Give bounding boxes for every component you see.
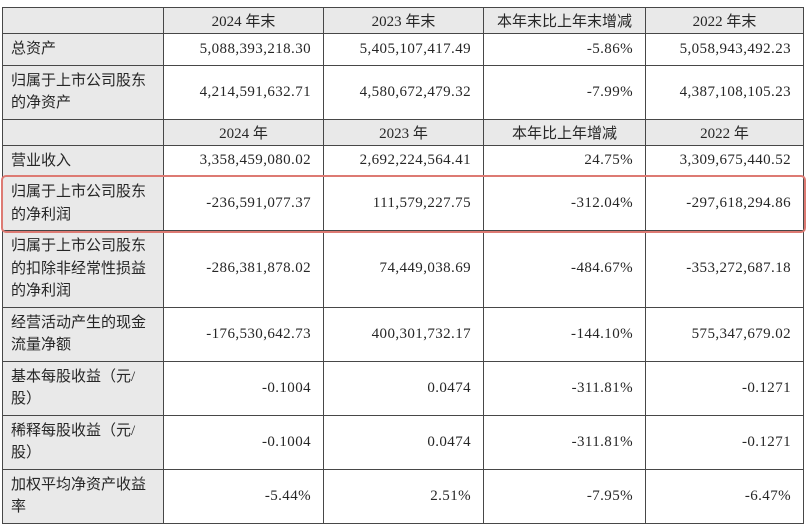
value-cell: -311.81% xyxy=(483,414,646,470)
value-cell: 5,058,943,492.23 xyxy=(645,33,804,66)
value-cell: 4,387,108,105.23 xyxy=(645,64,804,120)
header-cell-2024: 2024 年 xyxy=(163,118,324,146)
value-cell: -0.1271 xyxy=(645,360,804,416)
value-cell: -0.1004 xyxy=(163,360,324,416)
header-cell-empty xyxy=(2,7,164,34)
value-cell: -0.1271 xyxy=(645,414,804,470)
table-row-total-assets: 总资产 5,088,393,218.30 5,405,107,417.49 -5… xyxy=(2,33,804,66)
value-cell: 575,347,679.02 xyxy=(645,306,804,362)
value-cell: -7.95% xyxy=(483,468,646,524)
value-cell: 400,301,732.17 xyxy=(323,306,484,362)
financial-summary-table: 2024 年末 2023 年末 本年末比上年末增减 2022 年末 总资产 5,… xyxy=(2,7,804,524)
row-label: 加权平均净资产收益率 xyxy=(2,468,164,524)
table-row-net-profit: 归属于上市公司股东的净利润 -236,591,077.37 111,579,22… xyxy=(2,176,804,231)
value-cell: -353,272,687.18 xyxy=(645,230,804,308)
row-label: 稀释每股收益（元/股） xyxy=(2,414,164,470)
header-row-year-end: 2024 年末 2023 年末 本年末比上年末增减 2022 年末 xyxy=(2,7,804,34)
table-row-operating-cash-flow: 经营活动产生的现金流量净额 -176,530,642.73 400,301,73… xyxy=(2,306,804,362)
value-cell: 5,088,393,218.30 xyxy=(163,33,324,66)
value-cell: -6.47% xyxy=(645,468,804,524)
row-label: 归属于上市公司股东的净资产 xyxy=(2,64,164,120)
table-row-diluted-eps: 稀释每股收益（元/股） -0.1004 0.0474 -311.81% -0.1… xyxy=(2,414,804,470)
value-cell: -5.44% xyxy=(163,468,324,524)
value-cell: 5,405,107,417.49 xyxy=(323,33,484,66)
row-label: 基本每股收益（元/股） xyxy=(2,360,164,416)
row-label: 营业收入 xyxy=(2,144,164,177)
value-cell: 0.0474 xyxy=(323,360,484,416)
value-cell: 0.0474 xyxy=(323,414,484,470)
table-row-revenue: 营业收入 3,358,459,080.02 2,692,224,564.41 2… xyxy=(2,144,804,177)
table-row-weighted-avg-roe: 加权平均净资产收益率 -5.44% 2.51% -7.95% -6.47% xyxy=(2,468,804,524)
table-row-basic-eps: 基本每股收益（元/股） -0.1004 0.0474 -311.81% -0.1… xyxy=(2,360,804,416)
value-cell: 2,692,224,564.41 xyxy=(323,144,484,177)
value-cell: 3,309,675,440.52 xyxy=(645,144,804,177)
value-cell: 24.75% xyxy=(483,144,646,177)
value-cell: -286,381,878.02 xyxy=(163,230,324,308)
header-row-annual: 2024 年 2023 年 本年比上年增减 2022 年 xyxy=(2,118,804,146)
header-cell-2023-year-end: 2023 年末 xyxy=(323,7,484,34)
value-cell: -0.1004 xyxy=(163,414,324,470)
value-cell: 4,580,672,479.32 xyxy=(323,64,484,120)
header-cell-2022-year-end: 2022 年末 xyxy=(645,7,804,34)
value-cell: 4,214,591,632.71 xyxy=(163,64,324,120)
value-cell: -312.04% xyxy=(483,176,646,231)
value-cell: -484.67% xyxy=(483,230,646,308)
value-cell: -7.99% xyxy=(483,64,646,120)
header-cell-2023: 2023 年 xyxy=(323,118,484,146)
value-cell: 111,579,227.75 xyxy=(323,176,484,231)
row-label: 归属于上市公司股东的净利润 xyxy=(2,176,164,231)
header-cell-yoy-change-year-end: 本年末比上年末增减 xyxy=(483,7,646,34)
value-cell: 2.51% xyxy=(323,468,484,524)
value-cell: -297,618,294.86 xyxy=(645,176,804,231)
value-cell: -176,530,642.73 xyxy=(163,306,324,362)
row-label: 总资产 xyxy=(2,33,164,66)
table-row-net-assets: 归属于上市公司股东的净资产 4,214,591,632.71 4,580,672… xyxy=(2,64,804,120)
header-cell-2022: 2022 年 xyxy=(645,118,804,146)
value-cell: -5.86% xyxy=(483,33,646,66)
value-cell: 74,449,038.69 xyxy=(323,230,484,308)
table-row-net-profit-excl-nonrecurring: 归属于上市公司股东的扣除非经常性损益的净利润 -286,381,878.02 7… xyxy=(2,230,804,308)
value-cell: -236,591,077.37 xyxy=(163,176,324,231)
row-label: 归属于上市公司股东的扣除非经常性损益的净利润 xyxy=(2,230,164,308)
value-cell: 3,358,459,080.02 xyxy=(163,144,324,177)
header-cell-yoy-change: 本年比上年增减 xyxy=(483,118,646,146)
header-cell-2024-year-end: 2024 年末 xyxy=(163,7,324,34)
row-label: 经营活动产生的现金流量净额 xyxy=(2,306,164,362)
header-cell-empty xyxy=(2,118,164,146)
value-cell: -144.10% xyxy=(483,306,646,362)
value-cell: -311.81% xyxy=(483,360,646,416)
